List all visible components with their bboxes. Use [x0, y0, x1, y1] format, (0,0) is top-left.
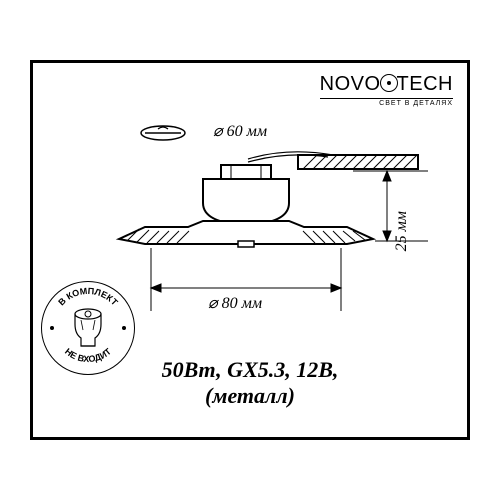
- cutout-dimension: ⌀ 60 мм: [213, 121, 267, 141]
- depth-dimension: 25 мм: [393, 211, 411, 251]
- spec-line-2: (металл): [33, 383, 467, 409]
- ceiling-section: [248, 152, 418, 169]
- outer-dimension: ⌀ 80 мм: [208, 293, 262, 313]
- outer-frame: NOVOTECH СВЕТ В ДЕТАЛЯХ: [30, 60, 470, 440]
- fixture-cross-section: [119, 165, 373, 247]
- spec-sheet: NOVOTECH СВЕТ В ДЕТАЛЯХ: [0, 0, 500, 500]
- spec-line-1: 50Вт, GX5.3, 12В,: [33, 357, 467, 383]
- specifications: 50Вт, GX5.3, 12В, (металл): [33, 357, 467, 409]
- dimension-25: [353, 171, 428, 241]
- clip-symbol-icon: [141, 126, 185, 140]
- svg-text:В КОМПЛЕКТ: В КОМПЛЕКТ: [56, 286, 120, 308]
